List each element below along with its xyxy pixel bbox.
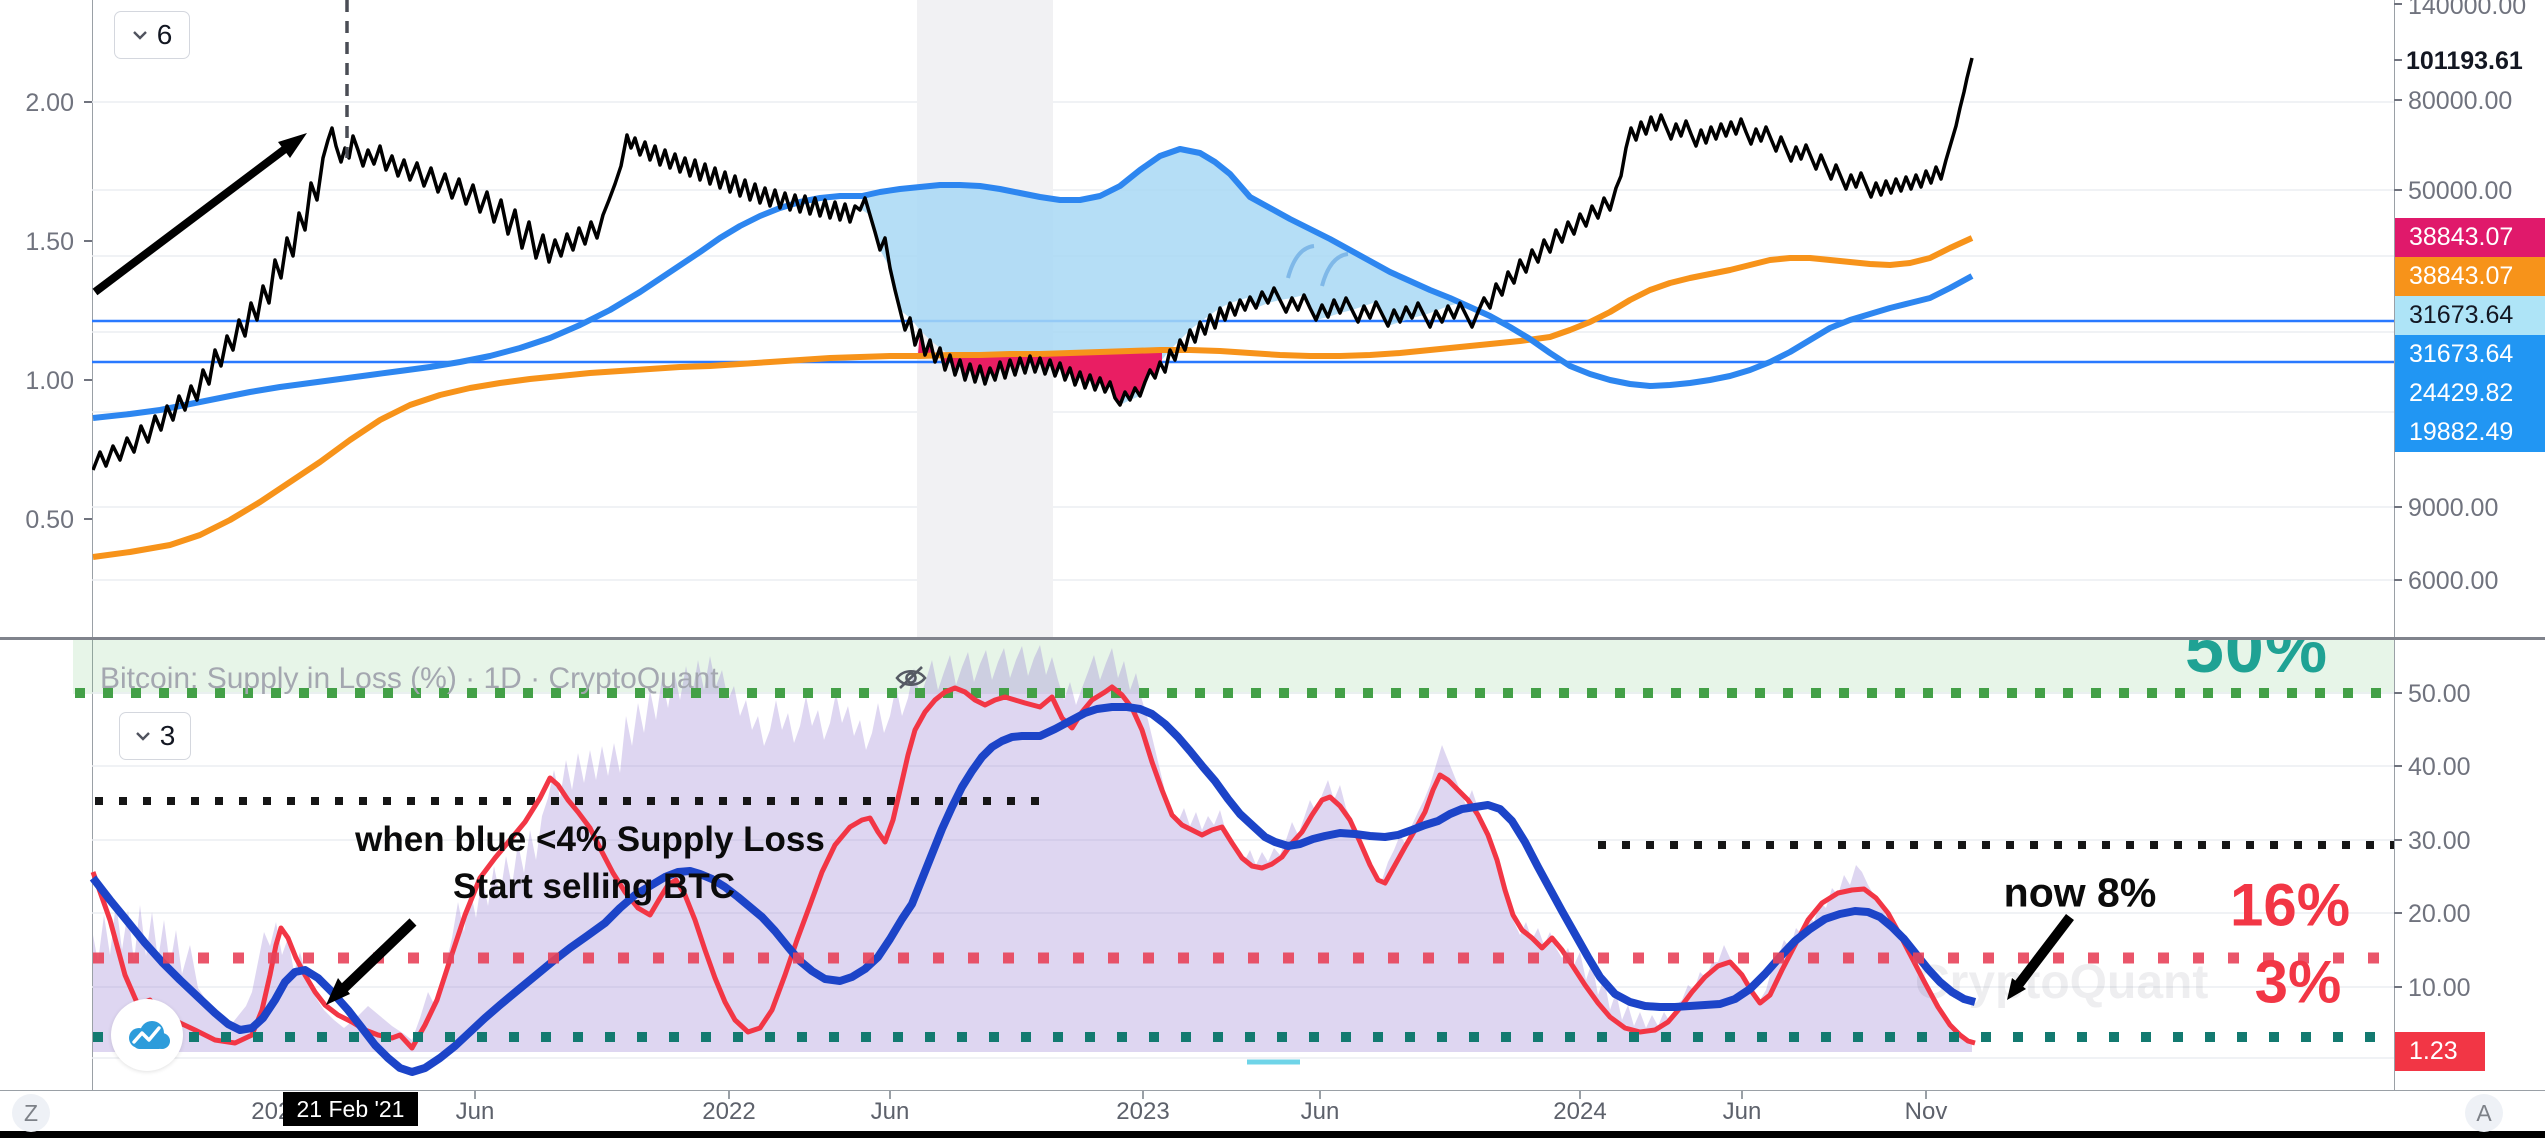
chevron-down-icon — [135, 732, 150, 741]
left-scale-border — [92, 0, 93, 1090]
orange-ma-line[interactable] — [92, 235, 1974, 560]
last-value-badge-red: 1.23 — [2395, 1032, 2485, 1071]
blue-ma-line[interactable] — [92, 146, 1974, 421]
last-price-label: 101193.61 — [2406, 47, 2523, 75]
right-axis-tick: 140000.00 — [2408, 0, 2527, 20]
right-axis-tick: 9000.00 — [2408, 494, 2499, 522]
date-badge: 21 Feb '21 — [283, 1092, 418, 1126]
collapsed-count-bottom: 3 — [159, 720, 176, 751]
left-axis-tick: 0.50 — [25, 506, 74, 534]
timezone-button[interactable]: Z — [12, 1094, 50, 1132]
time-label: Jun — [870, 1098, 910, 1125]
right-axis-tick: 20.00 — [2408, 900, 2471, 928]
top-gridlines — [92, 101, 2394, 581]
left-axis-tick: 2.00 — [25, 89, 74, 117]
indicator-title: Bitcoin: Supply in Loss (%) · 1D · Crypt… — [100, 662, 719, 695]
time-label: Nov — [1904, 1098, 1948, 1125]
loss-pink-fill — [918, 330, 1162, 405]
collapsed-count-top: 6 — [156, 19, 173, 50]
time-label: Jun — [455, 1098, 495, 1125]
down-arrow-left-drawing[interactable] — [326, 918, 417, 1005]
right-axis-tick: 50.00 — [2408, 680, 2471, 708]
time-label: 2024 — [1553, 1098, 1607, 1125]
price-label-blue-2: 24429.82 — [2395, 374, 2545, 413]
time-label: Jun — [1722, 1098, 1762, 1125]
cloud-fill — [862, 149, 1460, 405]
price-label-pink: 38843.07 — [2395, 218, 2545, 257]
right-axis-tick: 30.00 — [2408, 827, 2471, 855]
left-axis-tick: 1.50 — [25, 228, 74, 256]
price-label-blue-1: 31673.64 — [2395, 335, 2545, 374]
cryptoquant-watermark: CryptoQuant — [1915, 956, 2208, 1009]
chevron-down-icon — [132, 31, 147, 40]
price-label-cyan: 31673.64 — [2395, 296, 2545, 335]
pane-divider[interactable] — [0, 637, 2545, 640]
time-label: 2022 — [702, 1098, 756, 1125]
price-label-blue-3: 19882.49 — [2395, 413, 2545, 452]
right-axis-tick: 80000.00 — [2408, 87, 2513, 115]
annotation-now-8pct[interactable]: now 8% — [2003, 869, 2157, 916]
right-axis-tick: 50000.00 — [2408, 177, 2513, 205]
bottom-black-strip — [0, 1131, 2545, 1138]
up-arrow-drawing[interactable] — [92, 133, 307, 296]
annotation-3pct[interactable]: 3% — [2254, 948, 2342, 1016]
annotation-16pct[interactable]: 16% — [2229, 871, 2351, 939]
indicator-collapse-button-bottom[interactable]: 3 — [119, 712, 191, 760]
cryptoquant-logo-button[interactable] — [111, 999, 183, 1071]
right-axis-tick: 6000.00 — [2408, 567, 2499, 595]
eye-off-icon[interactable] — [893, 660, 929, 696]
indicator-collapse-button-top[interactable]: 6 — [114, 11, 190, 59]
right-scale-border — [2394, 0, 2395, 1090]
auto-scale-button[interactable]: A — [2465, 1094, 2503, 1132]
btc-price-line[interactable] — [92, 57, 1974, 471]
down-arrow-right-drawing[interactable] — [2007, 913, 2074, 1000]
price-label-orange: 38843.07 — [2395, 257, 2545, 296]
time-axis-border — [0, 1090, 2545, 1091]
time-label: 2023 — [1116, 1098, 1170, 1125]
supply-blue-line[interactable] — [89, 703, 1977, 1076]
cloud-squiggle-icon — [1286, 244, 1315, 279]
right-axis-tick: 10.00 — [2408, 974, 2471, 1002]
annotation-start-selling[interactable]: Start selling BTC — [453, 867, 735, 906]
left-axis-tick: 1.00 — [25, 367, 74, 395]
cloud-squiggle-icon — [1320, 252, 1349, 287]
green-highlight-band — [73, 640, 2394, 694]
time-label: Jun — [1300, 1098, 1340, 1125]
annotation-supply-loss-rule[interactable]: when blue <4% Supply Loss — [355, 820, 825, 859]
right-axis-tick: 40.00 — [2408, 753, 2471, 781]
cryptoquant-cloud-icon — [129, 1021, 170, 1049]
